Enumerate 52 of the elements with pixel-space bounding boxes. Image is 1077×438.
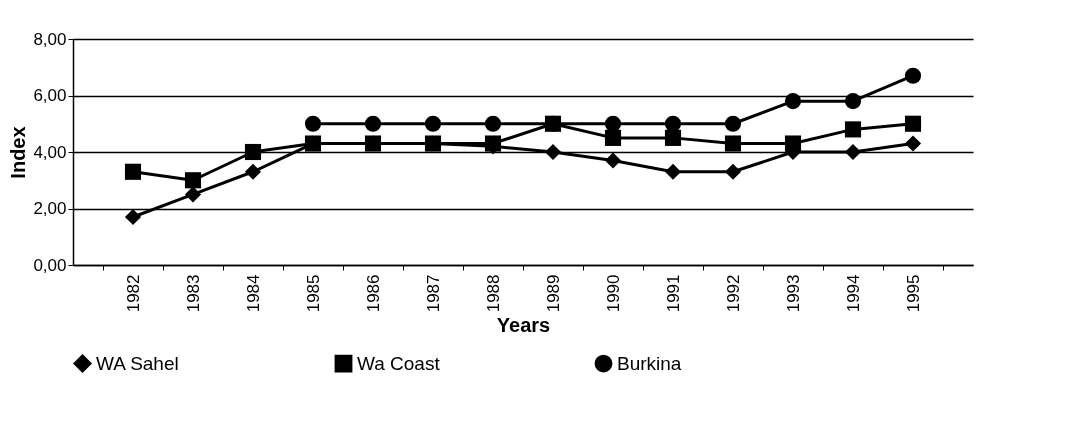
x-tick-label: 1987	[423, 274, 443, 313]
point	[784, 93, 802, 110]
point	[544, 115, 562, 132]
point	[244, 143, 262, 161]
point	[724, 115, 742, 132]
point	[184, 172, 202, 189]
x-axis-title: Years	[496, 314, 551, 337]
x-tick-label: 1983	[183, 274, 203, 313]
y-tick-label: 8,00	[33, 29, 67, 49]
point	[124, 208, 142, 226]
point	[364, 115, 382, 132]
point	[604, 129, 622, 146]
x-tick-label: 1988	[483, 274, 503, 313]
point	[244, 163, 262, 180]
y-tick-label: 2,00	[33, 199, 67, 218]
x-tick-label: 1991	[663, 274, 683, 313]
point	[724, 163, 742, 180]
point	[904, 115, 922, 132]
point	[904, 67, 922, 84]
point	[304, 115, 322, 132]
point	[484, 115, 502, 132]
point	[664, 129, 682, 146]
point	[604, 115, 622, 132]
point	[664, 115, 682, 132]
x-tick-label: 1982	[123, 274, 143, 313]
point	[844, 121, 862, 138]
x-tick-label: 1986	[363, 274, 383, 313]
point	[664, 163, 682, 180]
x-tick-label: 1985	[303, 274, 323, 313]
x-tick-label: 1992	[723, 274, 743, 313]
x-tick-label: 1989	[543, 274, 563, 313]
point	[184, 186, 202, 203]
legend-label: Burkina	[617, 352, 682, 374]
legend-label: WA Sahel	[96, 352, 179, 374]
y-axis-title: Index	[7, 126, 30, 179]
point	[724, 135, 742, 152]
x-tick-label: 1984	[243, 274, 263, 313]
legend-label: Wa Coast	[357, 352, 441, 374]
point	[604, 152, 622, 169]
y-tick-label: 4,00	[33, 142, 67, 162]
point	[844, 93, 862, 110]
point	[424, 115, 442, 132]
x-tick-label: 1994	[843, 274, 863, 313]
x-tick-label: 1993	[783, 274, 803, 313]
x-tick-label: 1990	[603, 274, 623, 313]
point	[904, 135, 922, 152]
x-tick-label: 1995	[903, 274, 923, 313]
point	[844, 143, 862, 161]
point	[124, 163, 142, 180]
y-tick-label: 6,00	[33, 86, 67, 105]
y-tick-label: 0,00	[33, 255, 67, 275]
point	[544, 143, 562, 161]
